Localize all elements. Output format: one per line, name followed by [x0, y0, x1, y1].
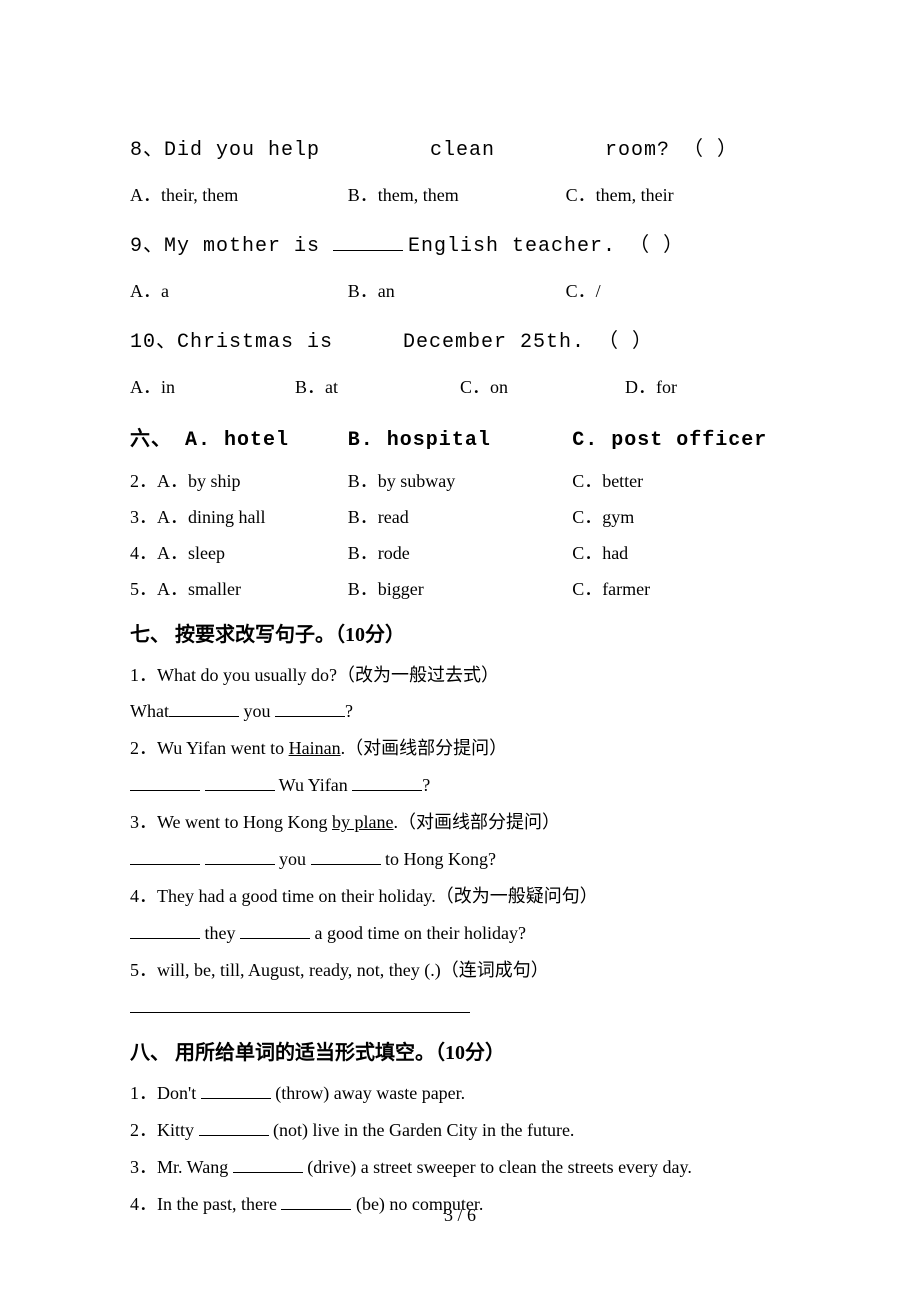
sec7-q3b: you to Hong Kong? [130, 841, 790, 878]
blank [130, 847, 200, 865]
table-row: 2．A．by ship B．by subway C．better [130, 463, 790, 499]
sec6-r2-a: 2．A．by ship [130, 463, 348, 499]
blank [275, 699, 345, 717]
sec6-r4-b: B．rode [348, 535, 572, 571]
sec6-r3-b: B．read [348, 499, 572, 535]
blank [311, 847, 381, 865]
table-row: 4．A．sleep B．rode C．had [130, 535, 790, 571]
q9-options: A．a B．an C．/ [130, 274, 790, 308]
q9-post: English teacher. （ ） [408, 235, 684, 258]
q10-opt-b: B．at [295, 370, 460, 404]
sec7-q2b: Wu Yifan ? [130, 767, 790, 804]
q8-pre: 8、Did you help [130, 139, 320, 162]
table-row: 3．A．dining hall B．read C．gym [130, 499, 790, 535]
sec6-r3-a: 3．A．dining hall [130, 499, 348, 535]
q9-opt-b: B．an [348, 274, 566, 308]
sec6-head-a: 六、 A. hotel [130, 419, 348, 463]
q9-opt-a: A．a [130, 274, 348, 308]
sec7-q1b: What you ? [130, 693, 790, 730]
table-row: 5．A．smaller B．bigger C．farmer [130, 571, 790, 607]
sec8-q3: 3．Mr. Wang (drive) a street sweeper to c… [130, 1149, 790, 1186]
blank [240, 921, 310, 939]
sec7-q4a: 4．They had a good time on their holiday.… [130, 878, 790, 915]
section-7-heading: 七、 按要求改写句子。（10分） [130, 613, 790, 657]
blank [205, 773, 275, 791]
q8-opt-c: C．them, their [566, 178, 784, 212]
blank [130, 773, 200, 791]
q10-pre: 10、Christmas is [130, 331, 333, 354]
sec6-r4-c: C．had [572, 535, 790, 571]
sec7-q3a: 3．We went to Hong Kong by plane.（对画线部分提问… [130, 804, 790, 841]
q8-options: A．their, them B．them, them C．them, their [130, 178, 790, 212]
q10-opt-a: A．in [130, 370, 295, 404]
sec7-q4b: they a good time on their holiday? [130, 915, 790, 952]
sec6-r5-b: B．bigger [348, 571, 572, 607]
section-6-heading: 六、 A. hotel B. hospital C. post officer [130, 419, 790, 463]
blank [201, 1081, 271, 1099]
sec7-q5a: 5．will, be, till, August, ready, not, th… [130, 952, 790, 989]
question-10: 10、Christmas is December 25th. （ ） [130, 322, 790, 362]
sec6-head-c: C. post officer [572, 419, 790, 463]
page-content: 8、Did you help clean room? （ ） A．their, … [0, 0, 920, 1223]
blank [169, 699, 239, 717]
sec6-r3-c: C．gym [572, 499, 790, 535]
sec7-q2a: 2．Wu Yifan went to Hainan.（对画线部分提问） [130, 730, 790, 767]
sec6-r5-c: C．farmer [572, 571, 790, 607]
q10-post: December 25th. （ ） [403, 331, 653, 354]
sec6-r2-b: B．by subway [348, 463, 572, 499]
blank [199, 1118, 269, 1136]
q8-opt-a: A．their, them [130, 178, 348, 212]
question-8: 8、Did you help clean room? （ ） [130, 130, 790, 170]
blank [205, 847, 275, 865]
q9-pre: 9、My mother is [130, 235, 333, 258]
sec6-r2-c: C．better [572, 463, 790, 499]
blank-long [130, 995, 470, 1013]
q10-options: A．in B．at C．on D．for [130, 370, 790, 404]
q8-mid: clean [430, 139, 495, 162]
sec8-q1: 1．Don't (throw) away waste paper. [130, 1075, 790, 1112]
sec7-q1a: 1．What do you usually do?（改为一般过去式） [130, 657, 790, 694]
q8-opt-b: B．them, them [348, 178, 566, 212]
sec6-r5-a: 5．A．smaller [130, 571, 348, 607]
sec7-q5b [130, 989, 790, 1026]
q8-post: room? （ ） [605, 139, 738, 162]
blank [233, 1155, 303, 1173]
question-9: 9、My mother is English teacher. （ ） [130, 226, 790, 266]
blank [130, 921, 200, 939]
blank [352, 773, 422, 791]
section-8-heading: 八、 用所给单词的适当形式填空。（10分） [130, 1031, 790, 1075]
q9-blank [333, 231, 403, 251]
q10-opt-c: C．on [460, 370, 625, 404]
q10-opt-d: D．for [625, 370, 790, 404]
page-number: 3 / 6 [0, 1205, 920, 1226]
sec6-head-b: B. hospital [348, 419, 572, 463]
sec8-q2: 2．Kitty (not) live in the Garden City in… [130, 1112, 790, 1149]
sec6-r4-a: 4．A．sleep [130, 535, 348, 571]
q9-opt-c: C．/ [566, 274, 784, 308]
